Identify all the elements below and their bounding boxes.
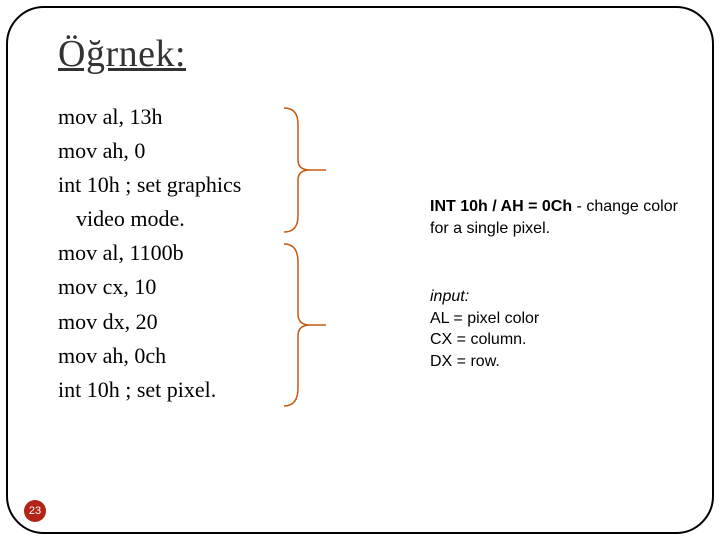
code-line: int 10h ; set graphics — [58, 168, 288, 202]
bracket-top — [280, 104, 330, 236]
code-line: mov dx, 20 — [58, 305, 288, 339]
note-input-label: input: — [430, 286, 680, 308]
note-line: CX = column. — [430, 329, 680, 351]
code-line: video mode. — [58, 202, 288, 236]
code-line: mov ah, 0 — [58, 134, 288, 168]
code-block: mov al, 13h mov ah, 0 int 10h ; set grap… — [58, 100, 288, 407]
code-line: mov al, 1100b — [58, 236, 288, 270]
page-number: 23 — [29, 505, 41, 517]
code-line: mov cx, 10 — [58, 270, 288, 304]
code-line: mov ah, 0ch — [58, 339, 288, 373]
slide-title: Öğrnek: — [58, 32, 186, 76]
note-input: input: AL = pixel color CX = column. DX … — [430, 286, 680, 372]
note-title: INT 10h / AH = 0Ch — [430, 198, 572, 215]
note-line: DX = row. — [430, 351, 680, 373]
code-line: int 10h ; set pixel. — [58, 373, 288, 407]
note-int10h: INT 10h / AH = 0Ch - change color for a … — [430, 196, 680, 239]
bracket-bottom — [280, 240, 330, 410]
code-line: mov al, 13h — [58, 100, 288, 134]
note-line: AL = pixel color — [430, 308, 680, 330]
page-number-badge: 23 — [24, 500, 46, 522]
